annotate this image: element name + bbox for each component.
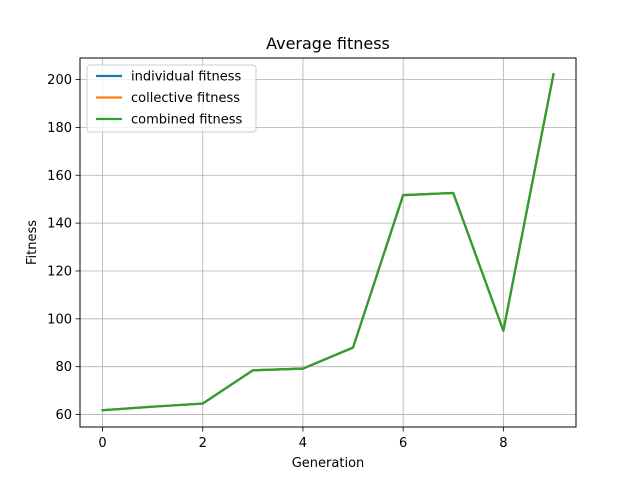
y-tick-label: 200 [47,73,72,88]
chart-title: Average fitness [266,34,390,53]
x-tick-label: 0 [98,436,106,451]
y-tick-label: 140 [47,217,72,232]
legend: individual fitness collective fitness comb… [86,64,257,133]
legend-entry-label: collective fitness [131,91,240,106]
series-layer [101,72,555,412]
grid [80,58,576,427]
x-tick-label: 6 [399,436,407,451]
x-tick-label: 2 [199,436,207,451]
legend-frame [86,64,257,133]
y-tick-label: 100 [47,312,72,327]
plot-frame [79,57,577,428]
y-axis-label: Fitness [25,220,40,265]
y-tick-label: 120 [47,264,72,279]
legend-entry-label: individual fitness [131,70,242,85]
y-tick-label: 60 [55,408,72,423]
y-tick-label: 180 [47,121,72,136]
y-tick-label: 80 [55,360,72,375]
x-axis-label: Generation [292,456,365,471]
x-tick-label: 4 [299,436,307,451]
y-tick-label: 160 [47,169,72,184]
x-tick-label: 8 [499,436,507,451]
ticks: 0 2 4 6 8 60 80 100 120 140 160 180 200 [47,73,507,451]
series-line [101,72,555,412]
legend-entry-label: combined fitness [131,113,243,128]
